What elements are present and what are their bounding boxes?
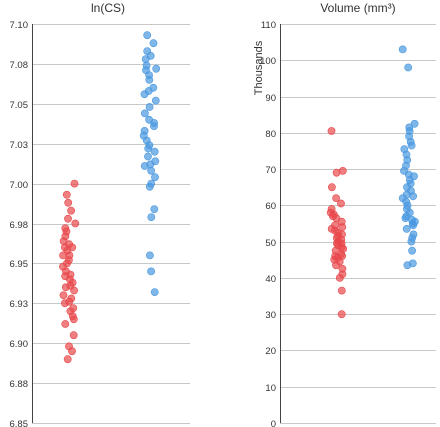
y-tick-label: 60: [265, 201, 276, 212]
data-point: [409, 192, 417, 201]
data-point: [64, 198, 73, 207]
data-point: [61, 283, 70, 292]
y-tick-label: 6.98: [10, 220, 29, 231]
data-point: [150, 119, 158, 127]
data-point: [147, 166, 155, 175]
data-point: [398, 45, 407, 54]
data-point: [62, 190, 71, 199]
data-point: [332, 194, 340, 202]
y-tick-label: 20: [265, 346, 276, 357]
data-point: [145, 251, 154, 260]
data-point: [69, 331, 78, 340]
y-tick-label: 50: [265, 238, 276, 249]
data-point: [144, 152, 152, 161]
data-point: [402, 224, 411, 233]
data-point: [410, 172, 418, 181]
y-tick-label: 6.90: [10, 339, 29, 350]
data-point: [146, 160, 155, 169]
data-point: [63, 355, 72, 364]
y-tick-label: 6.95: [10, 259, 29, 270]
data-point: [332, 261, 340, 270]
data-point: [140, 109, 149, 118]
y-tick-label: 30: [265, 310, 276, 321]
y-tick-label: 6.93: [10, 299, 29, 310]
data-point: [403, 261, 412, 270]
data-point: [145, 76, 154, 84]
y-tick-label: 7.10: [10, 20, 29, 31]
chart-ln-cs: 6.85 6.88 6.90 6.93 6.95 6.98 7.00 7.03 7.05 7.08…: [10, 1, 190, 427]
y-tick-label: 90: [265, 93, 276, 104]
data-point: [59, 291, 68, 300]
data-point: [337, 239, 346, 248]
y-tick-label: 6.88: [10, 379, 29, 390]
data-point: [338, 264, 347, 273]
data-point: [59, 251, 67, 260]
data-point: [151, 173, 159, 182]
data-point: [68, 243, 77, 252]
data-point: [147, 213, 156, 221]
data-point: [144, 144, 153, 153]
data-point: [337, 286, 346, 295]
y-tick-label: 7.08: [10, 60, 29, 71]
data-point: [408, 234, 417, 242]
data-point: [408, 246, 416, 255]
data-point: [338, 252, 346, 260]
data-point: [337, 310, 346, 319]
data-point: [67, 206, 75, 215]
data-point: [327, 183, 336, 192]
chart-title: Volume (mm³): [320, 1, 395, 15]
data-point: [335, 273, 344, 282]
data-point: [150, 147, 159, 156]
data-point: [71, 219, 80, 228]
data-point: [332, 168, 341, 177]
data-point: [328, 212, 337, 221]
data-point: [65, 297, 74, 306]
data-point: [145, 182, 154, 191]
data-point: [150, 205, 159, 213]
data-point: [144, 87, 153, 95]
y-tick-label: 6.85: [10, 419, 29, 427]
y-axis-label: Thousands: [253, 40, 265, 95]
y-tick-label: 110: [261, 20, 276, 31]
data-point: [327, 127, 336, 135]
data-point: [151, 96, 160, 105]
y-tick-label: 10: [265, 383, 276, 394]
data-point: [68, 347, 76, 356]
y-tick-label: 7.03: [10, 140, 29, 151]
data-point: [410, 119, 419, 128]
data-point: [337, 199, 345, 208]
data-point: [152, 64, 161, 73]
chart-title: ln(CS): [91, 1, 125, 15]
y-tick-label: 80: [265, 129, 276, 140]
y-tick-label: 40: [265, 274, 276, 285]
data-point: [404, 63, 413, 72]
data-point: [61, 320, 70, 328]
data-point: [143, 31, 152, 40]
y-tick-label: 7.05: [10, 100, 29, 111]
y-tick-label: 100: [260, 56, 276, 67]
data-point: [141, 55, 150, 63]
data-point: [401, 214, 410, 222]
data-point: [409, 221, 418, 230]
data-point: [70, 179, 79, 188]
data-point: [331, 226, 339, 235]
y-tick-label: 0: [271, 419, 276, 427]
y-tick-label: 70: [265, 165, 276, 176]
chart-volume: 0 10 20 30 40 50 60 70 80 90 100 110 Volume (mm³) Tho…: [253, 1, 436, 427]
data-point: [64, 214, 72, 223]
y-tick-label: 7.00: [10, 180, 29, 191]
data-point: [407, 141, 416, 150]
data-point: [149, 39, 158, 48]
data-point: [145, 103, 154, 111]
data-point: [66, 270, 75, 279]
data-point: [69, 315, 78, 324]
data-point: [70, 286, 78, 295]
data-point: [150, 288, 159, 296]
data-point: [147, 267, 155, 276]
